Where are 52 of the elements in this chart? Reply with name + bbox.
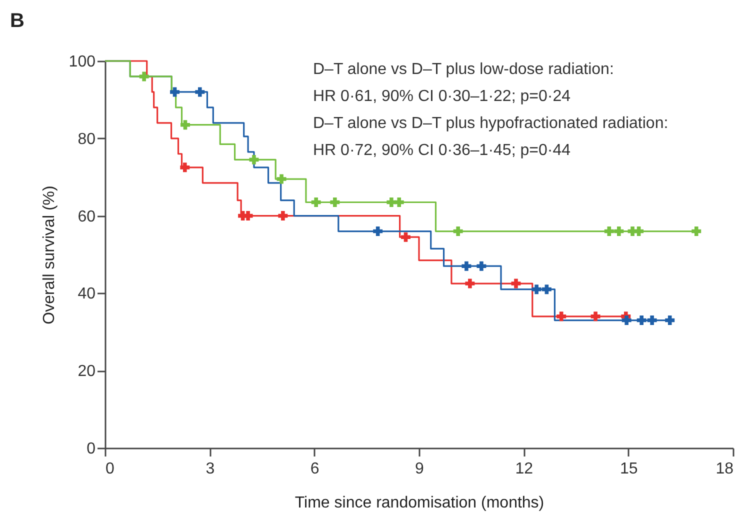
x-tick-label: 15 [620, 460, 638, 478]
y-tick-label: 100 [68, 54, 96, 70]
x-axis-title: Time since randomisation (months) [294, 494, 544, 512]
y-tick-label: 40 [78, 286, 96, 303]
point [180, 120, 190, 130]
x-tick-label: 3 [206, 460, 215, 478]
point [665, 316, 675, 326]
point [180, 162, 190, 172]
chart-title: B [10, 10, 24, 32]
point [386, 198, 396, 207]
point [590, 312, 600, 322]
x-tick-label: 18 [716, 460, 734, 478]
point [636, 316, 646, 326]
y-tick-label: 20 [78, 363, 96, 380]
point [311, 198, 321, 207]
annotation: D–T alone vs D–T plus low-dose radiation: [313, 61, 614, 78]
point [692, 226, 702, 236]
x-tick-label: 12 [515, 460, 534, 478]
annotation: HR 0·72, 90% CI 0·36–1·45; p=0·44 [313, 142, 571, 159]
annotation: HR 0·61, 90% CI 0·30–1·22; p=0·24 [313, 88, 571, 105]
point [556, 312, 566, 322]
point [243, 211, 253, 221]
point [511, 278, 521, 288]
point [465, 278, 475, 288]
point [532, 284, 542, 294]
x-tick-label: 0 [106, 460, 114, 478]
point [462, 261, 472, 271]
point [170, 87, 180, 97]
point [394, 198, 404, 207]
x-tick-label: 6 [310, 460, 320, 478]
point [249, 154, 259, 164]
point [453, 226, 463, 236]
point [330, 198, 340, 207]
point [622, 316, 632, 326]
annotation: D–T alone vs D–T plus hypofractionated radiation: [313, 115, 668, 132]
point [604, 226, 614, 236]
y-axis-title: Overall survival (%) [40, 186, 58, 324]
x-tick-label: 9 [415, 460, 424, 478]
point [278, 211, 288, 221]
point [195, 87, 205, 97]
y-tick-label: 80 [78, 130, 96, 148]
point [476, 261, 486, 271]
point [139, 72, 149, 82]
point [401, 232, 410, 242]
y-tick-label: 0 [86, 440, 96, 458]
point [542, 284, 552, 294]
point [647, 316, 657, 326]
point [614, 226, 624, 236]
point [634, 226, 644, 236]
point [276, 174, 286, 184]
point [373, 226, 383, 236]
y-tick-label: 60 [78, 208, 96, 226]
